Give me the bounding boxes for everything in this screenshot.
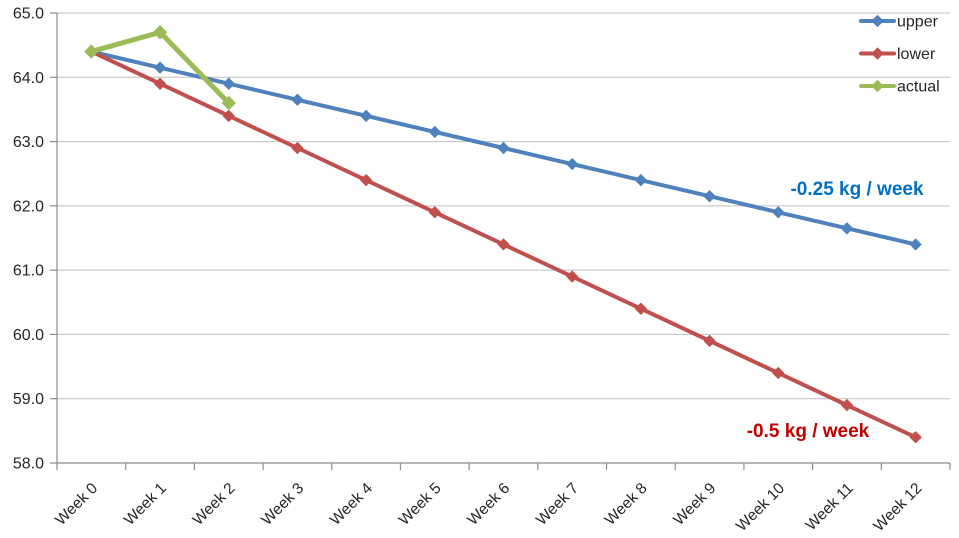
series-actual: [84, 25, 236, 110]
legend-entry-actual[interactable]: actual: [859, 79, 940, 96]
x-tick-label: Week 8: [602, 480, 651, 529]
x-tick-label: Week 7: [533, 480, 582, 529]
data-point-lower: [497, 238, 510, 251]
data-point-lower: [909, 431, 922, 444]
data-point-lower: [703, 334, 716, 347]
y-tick-label: 58.0: [13, 456, 44, 473]
data-point-actual: [153, 25, 168, 40]
legend-entry-upper[interactable]: upper: [859, 14, 939, 31]
x-tick-label: Week 10: [733, 480, 788, 535]
y-tick-label: 61.0: [13, 263, 44, 280]
x-tick-label: Week 11: [803, 480, 857, 534]
legend-marker-actual: [871, 80, 884, 92]
x-tick-label: Week 5: [396, 480, 445, 529]
x-tick-label: Week 4: [327, 480, 376, 529]
data-point-lower: [360, 174, 373, 187]
y-tick-label: 64.0: [13, 70, 44, 87]
data-point-lower: [154, 77, 167, 90]
legend-marker-upper: [871, 15, 884, 27]
data-point-upper: [909, 238, 922, 251]
data-point-actual: [221, 96, 236, 110]
legend-marker-lower: [871, 47, 884, 60]
data-point-upper: [428, 125, 441, 138]
data-point-upper: [497, 142, 510, 154]
data-point-upper: [703, 190, 716, 203]
y-tick-label: 59.0: [13, 391, 44, 408]
y-tick-label: 63.0: [13, 134, 44, 151]
annotation-1: -0.5 kg / week: [747, 421, 870, 442]
y-tick-label: 62.0: [13, 198, 44, 215]
x-tick-label: Week 9: [670, 480, 719, 529]
data-point-lower: [772, 367, 785, 379]
y-tick-label: 60.0: [13, 327, 44, 344]
x-tick-label: Week 2: [190, 480, 239, 529]
data-point-upper: [154, 61, 167, 74]
data-point-upper: [222, 77, 235, 90]
legend-label-upper: upper: [897, 14, 939, 31]
series-upper: [85, 45, 922, 251]
data-point-upper: [772, 206, 785, 219]
x-tick-label: Week 6: [464, 480, 513, 529]
data-point-upper: [840, 222, 853, 235]
annotation-0: -0.25 kg / week: [790, 179, 924, 200]
legend-label-lower: lower: [897, 46, 936, 63]
data-point-lower: [222, 109, 235, 122]
legend-label-actual: actual: [897, 79, 940, 96]
data-point-upper: [360, 109, 373, 122]
x-tick-label: Week 12: [870, 480, 925, 535]
data-point-upper: [566, 158, 579, 171]
data-point-lower: [566, 270, 579, 283]
series-lower: [85, 45, 922, 444]
y-tick-label: 65.0: [13, 6, 44, 23]
data-point-lower: [840, 399, 853, 412]
data-point-lower: [428, 206, 441, 219]
legend-entry-lower[interactable]: lower: [859, 46, 936, 63]
data-point-upper: [634, 174, 647, 187]
legend: upper lower actual: [859, 14, 940, 96]
x-tick-label: Week 0: [52, 480, 101, 529]
data-point-lower: [291, 142, 304, 154]
x-tick-label: Week 3: [258, 480, 307, 529]
x-tick-label: Week 1: [121, 480, 170, 529]
data-point-lower: [634, 302, 647, 315]
data-point-upper: [291, 93, 304, 106]
data-point-actual: [84, 44, 99, 59]
